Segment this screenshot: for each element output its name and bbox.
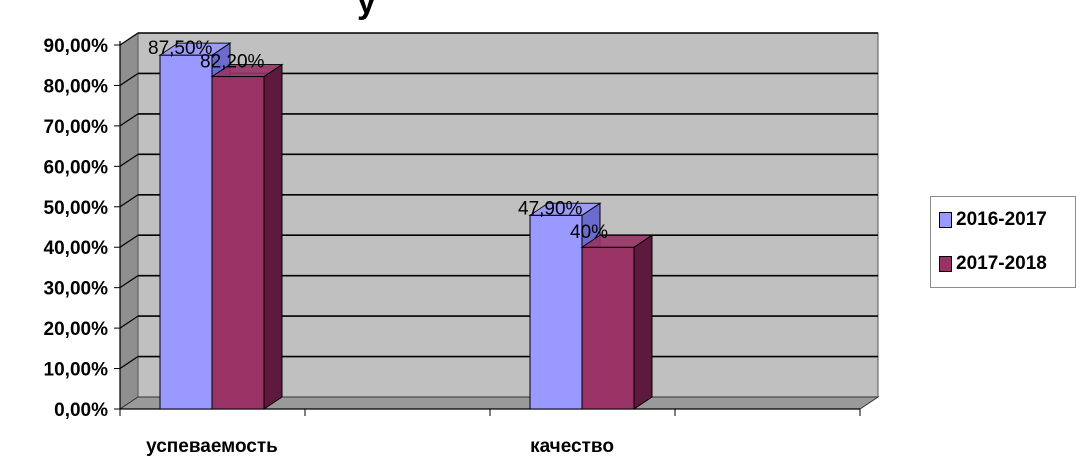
y-tick-label: 90,00% [44, 36, 109, 57]
y-tick-label: 0,00% [54, 400, 108, 421]
bar-top [580, 234, 654, 248]
gridline-side [119, 315, 139, 329]
y-tick-label: 20,00% [44, 319, 109, 340]
bar-side [633, 234, 653, 410]
gridline-side [119, 32, 139, 46]
bar [159, 54, 213, 410]
bar [211, 76, 265, 410]
gridline-side [119, 72, 139, 86]
data-label: 47,90% [518, 198, 583, 219]
legend-swatch-series-1 [939, 212, 952, 228]
bar-top [210, 64, 284, 78]
gridline-side [119, 194, 139, 208]
bar-side [263, 63, 283, 410]
y-tick-label: 10,00% [44, 360, 109, 381]
x-tick-label: успеваемость [146, 436, 278, 457]
y-tick-label: 80,00% [44, 76, 109, 97]
y-tick-label: 30,00% [44, 279, 109, 300]
top-partial-text: у [357, 0, 376, 21]
data-label: 82,20% [200, 52, 265, 73]
bar [581, 246, 635, 410]
gridline-side [119, 356, 139, 370]
legend-label-series-1: 2016-2017 [956, 209, 1047, 230]
legend-item-series-2: 2017-2018 [939, 253, 1047, 275]
gridline-side [119, 153, 139, 167]
bar-top [528, 202, 602, 216]
data-label: 87,50% [148, 38, 213, 59]
legend: 2016-2017 2017-2018 [930, 196, 1076, 288]
gridline-side [119, 234, 139, 248]
bar [529, 214, 583, 410]
legend-swatch-series-2 [939, 256, 952, 272]
plot-side-wall [119, 32, 139, 410]
x-tick-label: качество [530, 436, 614, 457]
data-label: 40% [570, 222, 608, 243]
y-tick-label: 40,00% [44, 238, 109, 259]
gridline-side [119, 113, 139, 127]
bar-top [158, 42, 232, 56]
legend-item-series-1: 2016-2017 [939, 209, 1047, 231]
y-tick-label: 50,00% [44, 198, 109, 219]
y-tick-label: 70,00% [44, 117, 109, 138]
gridline-side [119, 275, 139, 289]
legend-label-series-2: 2017-2018 [956, 253, 1047, 274]
y-tick-label: 60,00% [44, 157, 109, 178]
